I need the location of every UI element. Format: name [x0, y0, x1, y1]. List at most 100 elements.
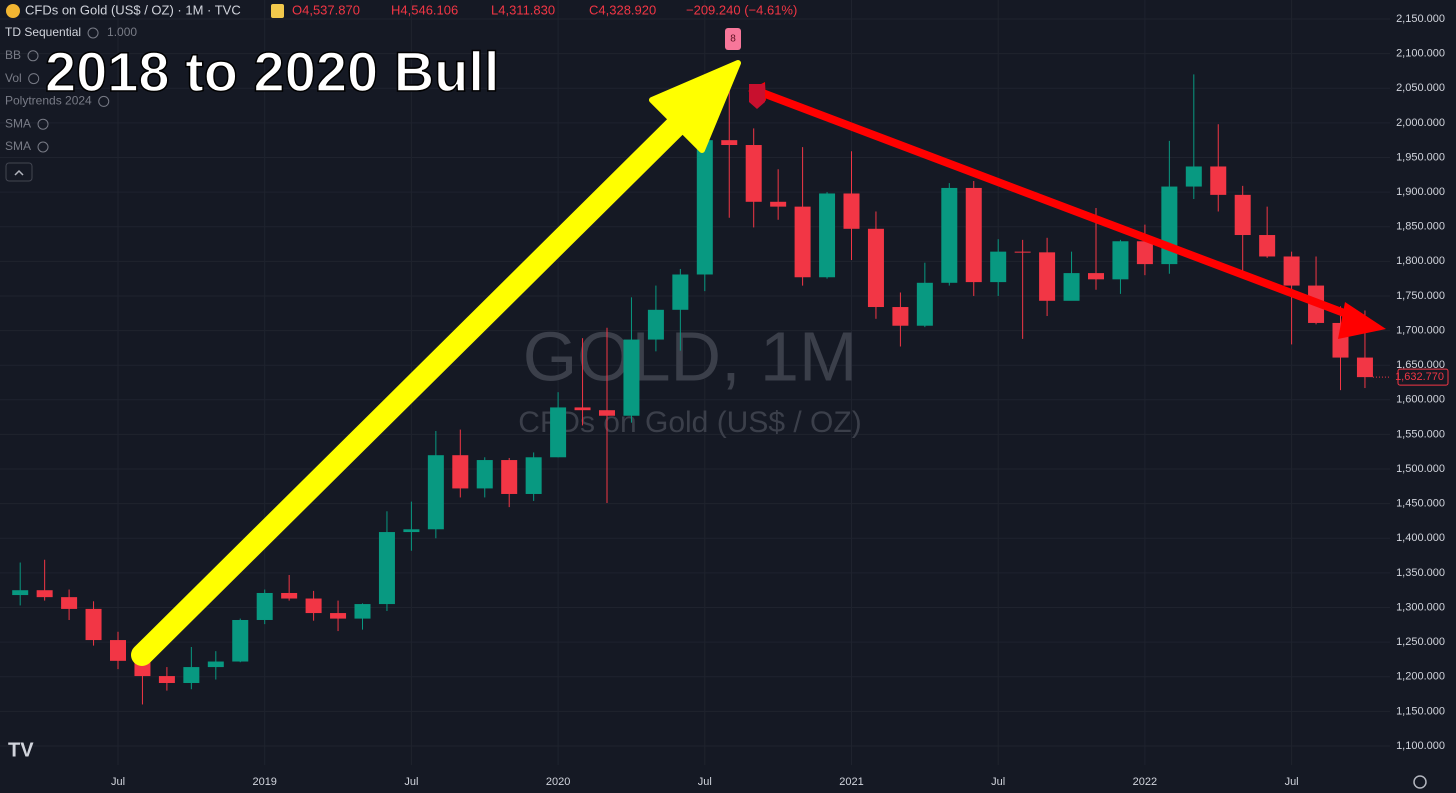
candle-body: [672, 274, 689, 310]
tv-logo[interactable]: TV: [8, 739, 34, 761]
candle-body: [501, 460, 518, 494]
candle-body: [550, 407, 567, 458]
y-tick-label: 2,050.000: [1396, 82, 1445, 94]
y-tick-label: 1,200.000: [1396, 671, 1445, 683]
indicators: TD Sequential 1.000 BB Vol Polytrends 2024 SM…: [5, 25, 137, 153]
candle-body: [1283, 256, 1300, 286]
y-tick-label: 1,350.000: [1396, 567, 1445, 579]
y-tick-label: 1,750.000: [1396, 290, 1445, 302]
last-price-box: [1397, 368, 1449, 386]
y-tick-label: 1,900.000: [1396, 186, 1445, 198]
arrow-head: [1338, 302, 1386, 339]
td-marker-box: [725, 28, 741, 50]
x-tick-label: 2022: [1133, 776, 1157, 788]
candle-body: [12, 590, 29, 596]
y-tick-label: 1,850.000: [1396, 221, 1445, 233]
candle-body: [867, 228, 884, 308]
candle-body: [990, 251, 1007, 283]
last-price-label: 1,632.770: [1395, 371, 1444, 383]
flag-icon: [271, 4, 284, 18]
candle-body: [647, 309, 664, 340]
watermark: GOLD, 1M CFDs on Gold (US$ / OZ): [518, 317, 861, 438]
candle-body: [403, 529, 420, 533]
candle-body: [476, 460, 493, 489]
visibility-icon: [28, 73, 40, 85]
collapse-icon: [14, 169, 24, 176]
candle-body: [1259, 235, 1276, 257]
candle-body: [256, 592, 273, 620]
ohlc: O4,537.870 H4,546.106 L4,311.830 C4,328.920…: [292, 2, 797, 17]
candle-body: [183, 667, 200, 683]
y-tick-label: 2,100.000: [1396, 48, 1445, 60]
x-tick-label: Jul: [698, 776, 712, 788]
ohlc-value: L4,311.830: [491, 2, 555, 17]
indicator-name: SMA: [5, 116, 31, 130]
x-tick-label: 2021: [839, 776, 863, 788]
td-marker-down: [749, 84, 765, 109]
candle-body: [36, 590, 53, 598]
symbol-icon: [6, 4, 20, 18]
candle-body: [1039, 252, 1056, 301]
candle-body: [574, 407, 591, 411]
visibility-icon: [27, 50, 39, 62]
y-tick-label: 2,150.000: [1396, 13, 1445, 25]
indicator-value: 1.000: [107, 25, 137, 39]
bull-arrow: [131, 60, 741, 666]
candle-body: [794, 206, 811, 278]
candle-body: [623, 339, 640, 416]
candle-body: [354, 604, 371, 619]
x-tick-label: Jul: [404, 776, 418, 788]
x-tick-label: Jul: [991, 776, 1005, 788]
candle-body: [965, 187, 982, 283]
y-axis-bg: [1390, 0, 1456, 793]
candle-body: [207, 661, 224, 668]
watermark-title: GOLD, 1M: [523, 317, 858, 395]
candle-body: [452, 455, 469, 489]
y-tick-label: 1,400.000: [1396, 532, 1445, 544]
y-tick-label: 1,650.000: [1396, 359, 1445, 371]
y-tick-label: 1,550.000: [1396, 428, 1445, 440]
candle-body: [1185, 166, 1202, 187]
y-tick-label: 1,150.000: [1396, 705, 1445, 717]
ohlc-value: H4,546.106: [391, 2, 458, 17]
watermark-subtitle: CFDs on Gold (US$ / OZ): [518, 406, 861, 439]
y-tick-label: 1,800.000: [1396, 255, 1445, 267]
candle-body: [525, 457, 542, 494]
candle-body: [1234, 194, 1251, 236]
collapse-button[interactable]: [5, 162, 33, 182]
y-tick-label: 1,600.000: [1396, 394, 1445, 406]
candle-body: [1088, 273, 1104, 280]
candle-body: [158, 676, 175, 683]
y-tick-label: 1,950.000: [1396, 151, 1445, 163]
candle-body: [110, 640, 126, 661]
arrow-shaft: [756, 88, 1364, 323]
x-tick-label: 2019: [252, 776, 276, 788]
candle-body: [281, 592, 298, 599]
indicator-name: TD Sequential: [5, 25, 81, 39]
candles: [12, 70, 1373, 705]
indicator-name: Polytrends 2024: [5, 94, 92, 108]
td-marker-label: 8: [730, 34, 736, 45]
candle-body: [941, 187, 958, 283]
x-tick-label: Jul: [1285, 776, 1299, 788]
candle-body: [61, 597, 78, 609]
td-marker: 8: [725, 28, 765, 109]
settings-icon[interactable]: [1413, 775, 1427, 789]
visibility-icon: [37, 118, 49, 130]
candle-body: [1356, 357, 1373, 378]
candle-body: [1063, 273, 1080, 301]
candle-body: [305, 598, 322, 614]
candle-body: [330, 613, 347, 619]
y-tick-label: 1,100.000: [1396, 740, 1445, 752]
candle-body: [427, 455, 444, 530]
ohlc-value: C4,328.920: [589, 2, 656, 17]
x-axis: Jul 2019 Jul 2020 Jul 2021 Jul 2022 Jul: [111, 776, 1299, 788]
arrow-head: [649, 60, 741, 153]
indicator-name: SMA: [5, 139, 31, 153]
y-tick-label: 1,450.000: [1396, 498, 1445, 510]
annotation-title: 2018 to 2020 Bull: [45, 40, 499, 103]
candle-body: [1136, 241, 1153, 265]
candle-body: [721, 140, 738, 146]
ohlc-value: −209.240 (−4.61%): [686, 2, 797, 17]
